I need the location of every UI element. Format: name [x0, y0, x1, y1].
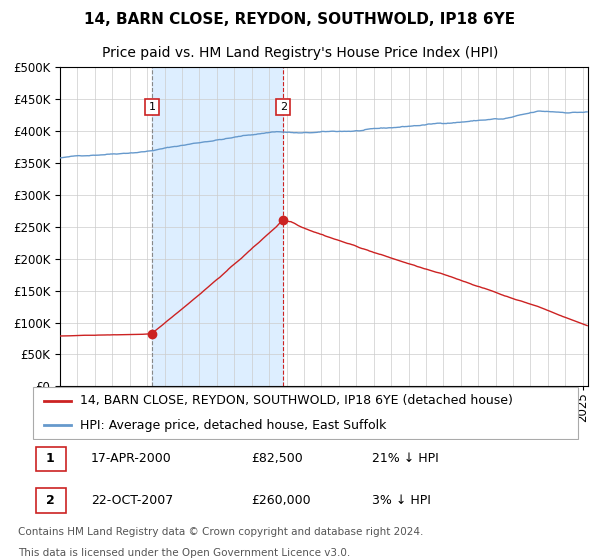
Text: This data is licensed under the Open Government Licence v3.0.: This data is licensed under the Open Gov… [18, 548, 350, 558]
Text: 1: 1 [46, 452, 55, 465]
Text: 1: 1 [149, 102, 155, 112]
Text: Contains HM Land Registry data © Crown copyright and database right 2024.: Contains HM Land Registry data © Crown c… [18, 526, 424, 536]
Text: £82,500: £82,500 [251, 452, 302, 465]
Text: £260,000: £260,000 [251, 494, 310, 507]
Text: HPI: Average price, detached house, East Suffolk: HPI: Average price, detached house, East… [80, 419, 386, 432]
FancyBboxPatch shape [35, 446, 66, 472]
FancyBboxPatch shape [35, 488, 66, 513]
Text: Price paid vs. HM Land Registry's House Price Index (HPI): Price paid vs. HM Land Registry's House … [102, 46, 498, 60]
Text: 3% ↓ HPI: 3% ↓ HPI [372, 494, 431, 507]
Text: 2: 2 [46, 494, 55, 507]
Text: 17-APR-2000: 17-APR-2000 [91, 452, 172, 465]
Text: 21% ↓ HPI: 21% ↓ HPI [372, 452, 439, 465]
Text: 22-OCT-2007: 22-OCT-2007 [91, 494, 173, 507]
Text: 14, BARN CLOSE, REYDON, SOUTHWOLD, IP18 6YE (detached house): 14, BARN CLOSE, REYDON, SOUTHWOLD, IP18 … [80, 394, 512, 407]
FancyBboxPatch shape [33, 388, 578, 438]
Text: 14, BARN CLOSE, REYDON, SOUTHWOLD, IP18 6YE: 14, BARN CLOSE, REYDON, SOUTHWOLD, IP18 … [85, 12, 515, 27]
Bar [152, 67, 283, 386]
Text: 2: 2 [280, 102, 287, 112]
